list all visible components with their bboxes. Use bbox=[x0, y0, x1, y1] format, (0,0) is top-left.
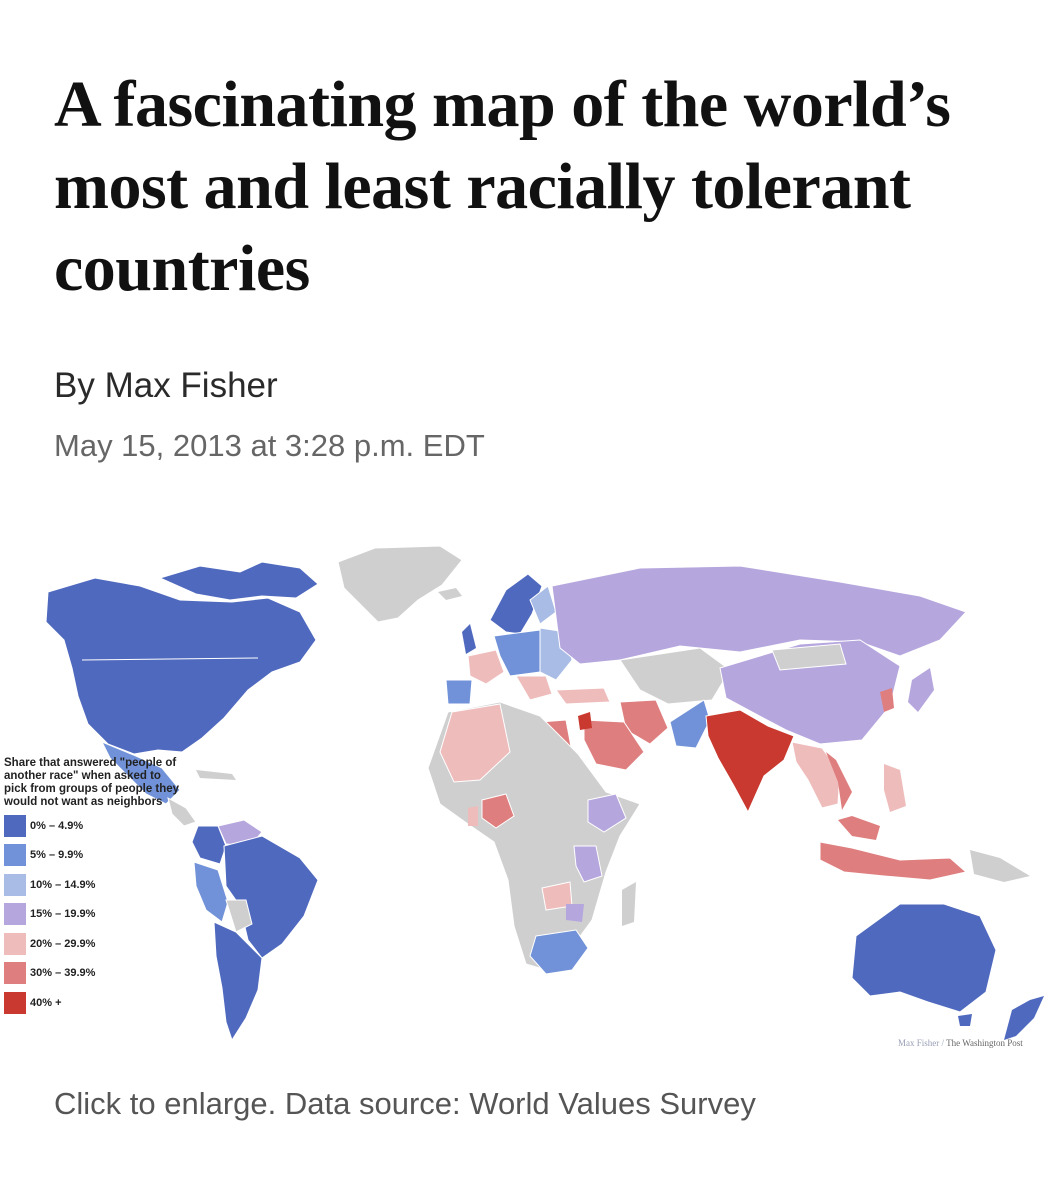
legend-item: 40% + bbox=[2, 988, 180, 1018]
legend-label: 40% + bbox=[30, 996, 62, 1009]
legend-label: 5% – 9.9% bbox=[30, 849, 84, 862]
legend-title: Share that answered "people of another r… bbox=[4, 757, 180, 808]
region-iceland bbox=[438, 588, 462, 600]
world-map[interactable] bbox=[0, 540, 1052, 1070]
region-mongolia bbox=[771, 643, 847, 671]
region-jordan bbox=[578, 712, 592, 730]
legend-swatch bbox=[4, 932, 26, 955]
region-ethiopia bbox=[587, 793, 627, 833]
legend-item: 10% – 14.9% bbox=[2, 870, 180, 900]
region-central-asia bbox=[619, 647, 731, 705]
region-bolivia bbox=[225, 899, 253, 933]
region-china bbox=[719, 639, 901, 745]
region-colombia bbox=[191, 825, 227, 865]
region-caribbean bbox=[196, 770, 236, 780]
legend-swatch bbox=[4, 844, 26, 867]
credit-separator: / bbox=[941, 1038, 945, 1048]
legend-swatch bbox=[4, 991, 26, 1014]
legend-label: 20% – 29.9% bbox=[30, 937, 96, 950]
map-credit: Max Fisher / The Washington Post bbox=[898, 1038, 1023, 1048]
region-brazil bbox=[223, 835, 319, 959]
region-north-africa bbox=[439, 703, 511, 783]
region-tasmania bbox=[958, 1014, 972, 1026]
region-japan bbox=[908, 668, 934, 712]
region-north-america bbox=[45, 577, 317, 755]
region-pakistan bbox=[669, 699, 711, 749]
region-australia bbox=[851, 903, 997, 1013]
legend-item: 5% – 9.9% bbox=[2, 841, 180, 871]
region-iberia bbox=[445, 679, 473, 705]
region-balkans bbox=[515, 675, 553, 701]
region-new-zealand bbox=[1004, 996, 1044, 1040]
region-central-america bbox=[167, 797, 197, 827]
region-greenland bbox=[337, 545, 463, 623]
region-malaysia bbox=[838, 816, 880, 840]
region-peru bbox=[193, 861, 229, 923]
publish-date: May 15, 2013 at 3:28 p.m. EDT bbox=[54, 428, 485, 463]
credit-author: Max Fisher bbox=[898, 1038, 940, 1048]
legend-item: 30% – 39.9% bbox=[2, 959, 180, 989]
legend-label: 0% – 4.9% bbox=[30, 819, 84, 832]
region-india bbox=[705, 709, 795, 814]
region-zimbabwe bbox=[566, 904, 584, 922]
legend-item: 15% – 19.9% bbox=[2, 900, 180, 930]
region-nigeria bbox=[481, 793, 515, 829]
legend-item: 0% – 4.9% bbox=[2, 811, 180, 841]
legend-label: 15% – 19.9% bbox=[30, 908, 96, 921]
region-saudi-arabia bbox=[583, 719, 645, 771]
region-mexico bbox=[100, 741, 181, 805]
region-ghana bbox=[468, 806, 478, 826]
legend-swatch bbox=[4, 903, 26, 926]
legend-label: 30% – 39.9% bbox=[30, 967, 96, 980]
region-tanzania bbox=[573, 845, 603, 883]
region-vietnam bbox=[826, 752, 852, 810]
map-legend: Share that answered "people of another r… bbox=[2, 757, 180, 1018]
region-argentina-chile bbox=[213, 921, 263, 1042]
region-south-africa bbox=[529, 929, 589, 975]
region-uk bbox=[462, 624, 476, 654]
region-france bbox=[467, 649, 505, 685]
region-new-guinea bbox=[970, 850, 1030, 882]
region-madagascar bbox=[622, 882, 636, 926]
legend-swatch bbox=[4, 962, 26, 985]
region-korea bbox=[880, 688, 894, 712]
region-turkey bbox=[555, 687, 611, 705]
legend-item: 20% – 29.9% bbox=[2, 929, 180, 959]
legend-swatch bbox=[4, 873, 26, 896]
credit-publisher: The Washington Post bbox=[946, 1038, 1023, 1048]
headline: A fascinating map of the world’s most an… bbox=[54, 68, 951, 305]
region-mainland-se-asia bbox=[791, 741, 841, 809]
region-arctic-islands bbox=[158, 561, 319, 601]
region-indonesia bbox=[819, 841, 968, 881]
legend-label: 10% – 14.9% bbox=[30, 878, 96, 891]
region-russia bbox=[551, 565, 967, 665]
legend-swatch bbox=[4, 814, 26, 837]
byline[interactable]: By Max Fisher bbox=[54, 366, 278, 405]
image-caption: Click to enlarge. Data source: World Val… bbox=[54, 1086, 756, 1121]
region-canada-border bbox=[81, 657, 259, 661]
region-philippines bbox=[884, 764, 906, 812]
